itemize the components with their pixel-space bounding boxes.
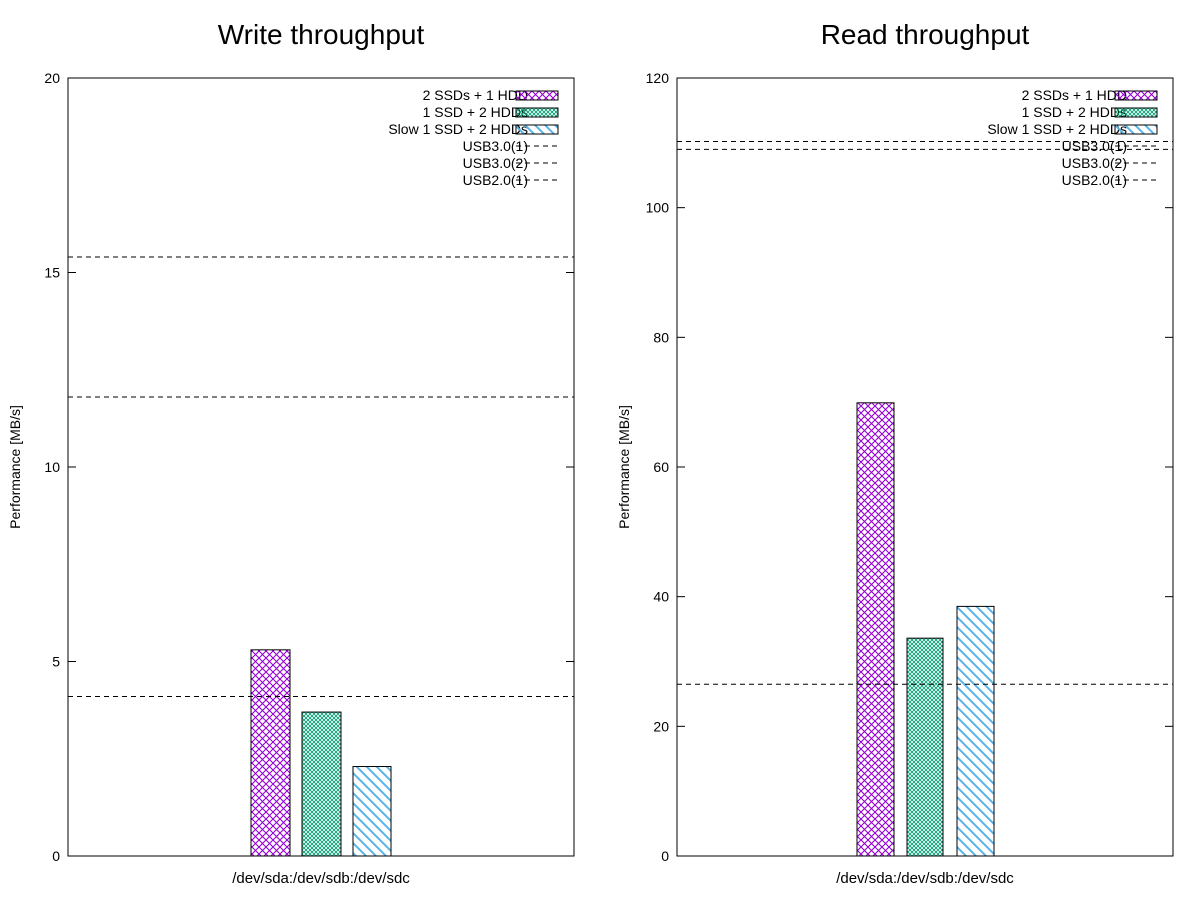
- y-tick-label: 100: [646, 200, 670, 216]
- legend-label: Slow 1 SSD + 2 HDDs: [388, 121, 528, 137]
- legend-label: Slow 1 SSD + 2 HDDs: [987, 121, 1127, 137]
- legend-label: USB3.0(2): [1062, 155, 1127, 171]
- y-axis-label: Performance [MB/s]: [616, 405, 632, 529]
- y-tick-label: 20: [653, 718, 669, 734]
- legend-key-bar: [515, 124, 559, 135]
- y-tick-label: 60: [653, 459, 669, 475]
- chart-panel-1: Write throughput Performance [MB/s] /dev/s…: [7, 19, 575, 887]
- legend-key-bar: [515, 107, 559, 118]
- legend-label: USB3.0(1): [463, 138, 528, 154]
- legend-label: 1 SSD + 2 HDDs: [423, 104, 528, 120]
- bar-1: [856, 402, 895, 857]
- x-axis-label: /dev/sda:/dev/sdb:/dev/sdc: [836, 870, 1014, 887]
- chart-title: Write throughput: [218, 19, 425, 50]
- bar-3: [956, 605, 995, 857]
- legend-label: 2 SSDs + 1 HDD: [1022, 87, 1127, 103]
- plot-frame: [676, 77, 1174, 857]
- bar-2: [301, 711, 342, 857]
- legend-key-bar: [1114, 124, 1158, 135]
- y-tick-label: 5: [52, 654, 60, 670]
- chart-panel-2: Read throughput Performance [MB/s] /dev/sd…: [616, 19, 1174, 887]
- bar-3: [352, 766, 392, 857]
- y-tick-label: 0: [52, 848, 60, 864]
- y-tick-label: 120: [646, 70, 670, 86]
- bar-1: [250, 649, 291, 857]
- y-axis-label: Performance [MB/s]: [7, 405, 23, 529]
- legend-key-bar: [1114, 107, 1158, 118]
- legend-key-bar: [1114, 90, 1158, 101]
- legend-key-bar: [515, 90, 559, 101]
- plot-frame: [67, 77, 575, 857]
- legend-label: 1 SSD + 2 HDDs: [1022, 104, 1127, 120]
- x-axis-label: /dev/sda:/dev/sdb:/dev/sdc: [232, 870, 410, 887]
- bar-2: [906, 637, 944, 857]
- y-tick-label: 0: [661, 848, 669, 864]
- legend-label: USB2.0(1): [1062, 172, 1127, 188]
- legend-label: USB3.0(2): [463, 155, 528, 171]
- y-tick-label: 10: [44, 459, 60, 475]
- chart-title: Read throughput: [821, 19, 1030, 50]
- y-tick-label: 40: [653, 589, 669, 605]
- legend-label: USB2.0(1): [463, 172, 528, 188]
- y-tick-label: 20: [44, 70, 60, 86]
- y-tick-label: 15: [44, 265, 60, 281]
- legend-label: 2 SSDs + 1 HDD: [423, 87, 528, 103]
- legend-label: USB3.0(1): [1062, 138, 1127, 154]
- y-tick-label: 80: [653, 329, 669, 345]
